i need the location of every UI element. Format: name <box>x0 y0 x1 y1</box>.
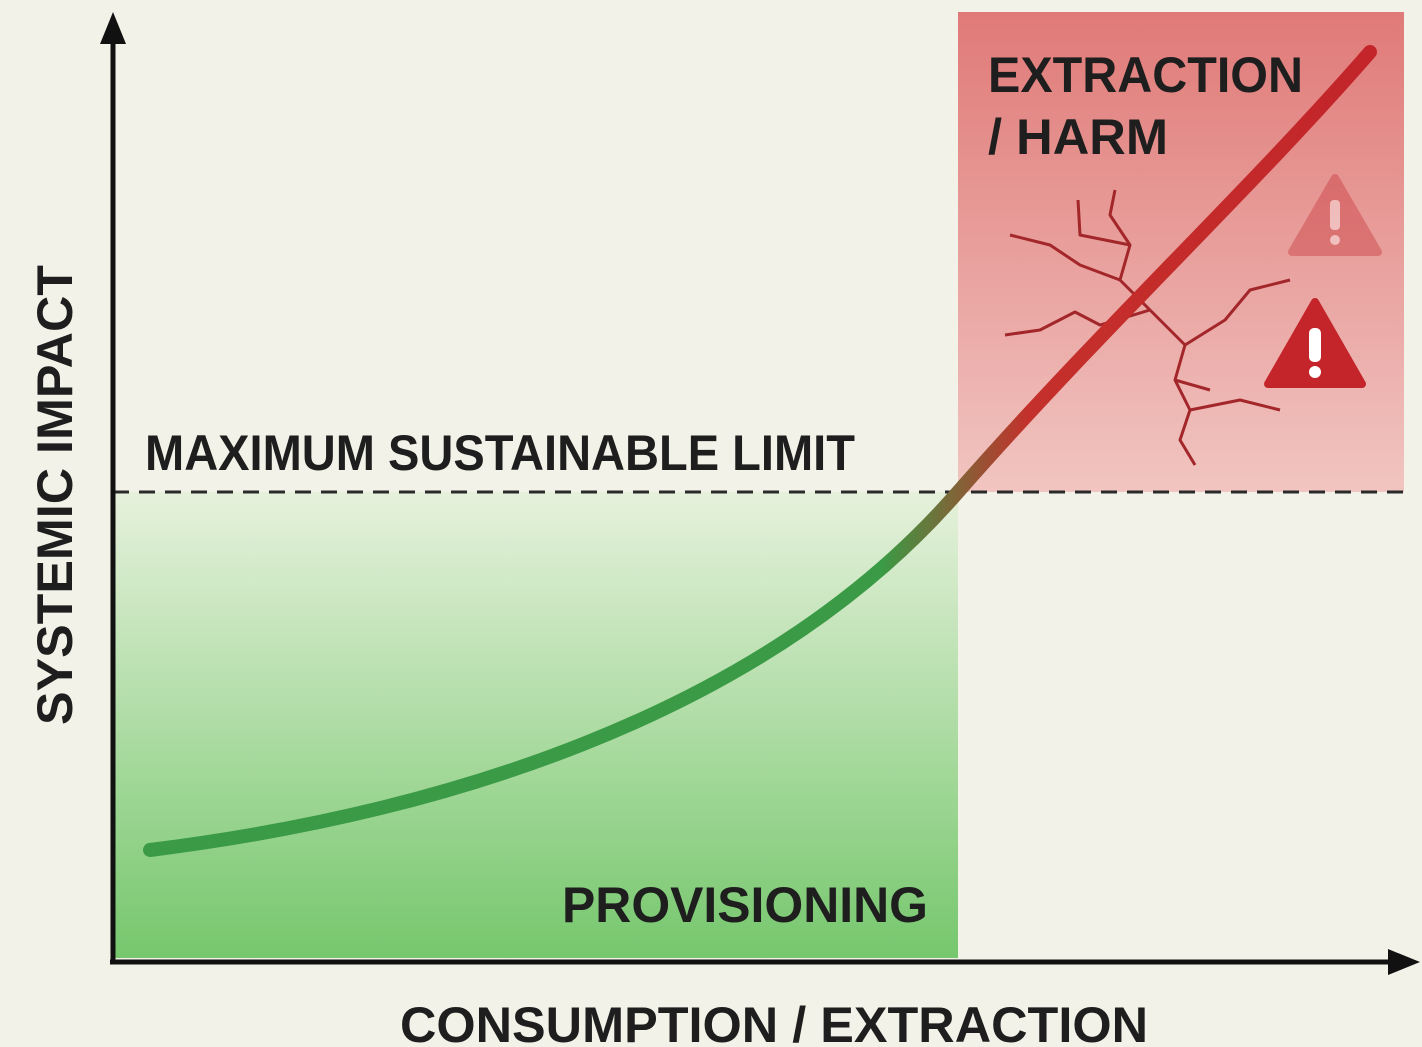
provisioning-label: PROVISIONING <box>562 877 928 933</box>
impact-curve <box>143 45 1377 857</box>
y-axis-label: SYSTEMIC IMPACT <box>27 265 83 725</box>
harm-label: / HARM <box>988 109 1168 165</box>
limit-label: MAXIMUM SUSTAINABLE LIMIT <box>145 425 855 481</box>
cracks <box>1004 189 1291 466</box>
provisioning-zone <box>113 492 958 958</box>
x-axis-label: CONSUMPTION / EXTRACTION <box>400 997 1148 1047</box>
axes <box>100 12 1420 975</box>
warning-icon <box>1264 298 1366 388</box>
warning-icon-faded <box>1288 174 1382 256</box>
harm-label: EXTRACTION <box>988 47 1303 103</box>
